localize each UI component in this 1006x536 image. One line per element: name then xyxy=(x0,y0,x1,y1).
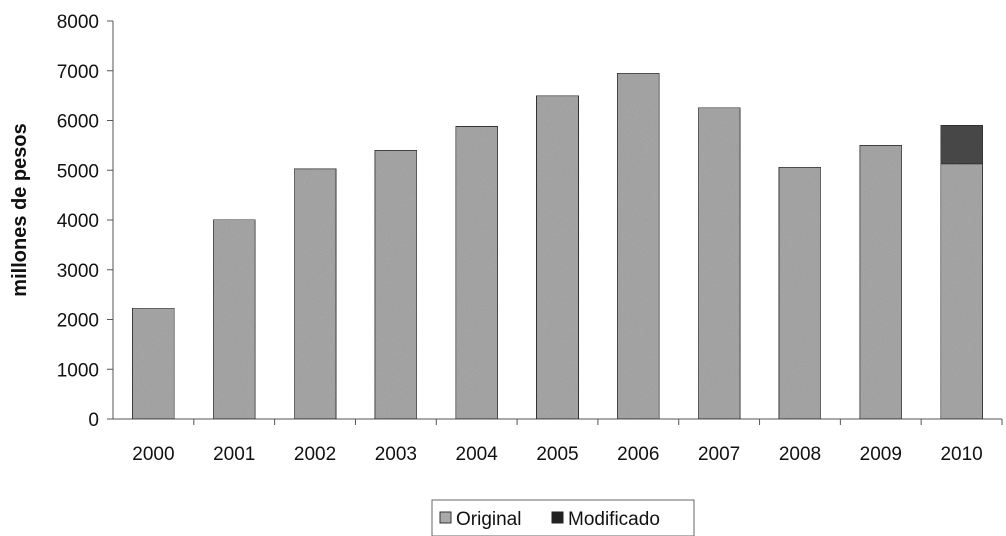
bar-original-2005 xyxy=(535,95,580,420)
legend-label-modificado: Modificado xyxy=(568,509,660,530)
bar-original-2000 xyxy=(131,307,175,420)
y-tick-label: 0 xyxy=(88,410,99,431)
y-tick-label: 6000 xyxy=(57,112,99,133)
legend-swatch-original xyxy=(439,511,452,524)
bar-original-2009 xyxy=(859,144,903,420)
y-tick-label: 4000 xyxy=(57,211,99,232)
bar-original-2003 xyxy=(374,149,418,420)
bar-modificado-2010 xyxy=(940,124,984,165)
y-tick-label: 7000 xyxy=(57,62,99,83)
x-tick-label: 2008 xyxy=(779,444,821,465)
bar-original-2007 xyxy=(697,107,741,420)
x-axis: 2000 2001 2002 2003 2004 2005 2006 2007 2008 2009… xyxy=(113,418,1003,465)
y-tick-label: 3000 xyxy=(57,261,99,282)
x-tick-label: 2000 xyxy=(132,444,174,465)
y-tick-label: 1000 xyxy=(57,360,99,381)
x-tick-label: 2004 xyxy=(456,444,499,465)
bar-original-2008 xyxy=(778,166,822,420)
y-tick-label: 5000 xyxy=(57,161,99,182)
bar-original-2010 xyxy=(940,163,984,420)
x-tick-label: 2002 xyxy=(294,444,336,465)
bars xyxy=(131,72,984,420)
x-tick-label: 2003 xyxy=(375,444,417,465)
legend-swatch-modificado xyxy=(551,511,564,524)
x-tick-label: 2010 xyxy=(940,444,982,465)
x-tick-label: 2006 xyxy=(617,444,659,465)
bar-original-2006 xyxy=(616,72,660,420)
bar-original-2002 xyxy=(293,168,337,420)
y-tick-label: 2000 xyxy=(57,311,99,332)
x-tick-label: 2007 xyxy=(698,444,740,465)
legend: Original Modificado xyxy=(431,499,695,536)
y-tick-label: 8000 xyxy=(57,12,99,33)
x-tick-label: 2009 xyxy=(860,444,902,465)
y-axis-title: millones de pesos xyxy=(9,123,31,296)
bar-original-2001 xyxy=(212,219,256,420)
legend-label-original: Original xyxy=(456,509,521,530)
x-tick-label: 2001 xyxy=(213,444,255,465)
x-tick-label: 2005 xyxy=(536,444,578,465)
bar-original-2004 xyxy=(455,125,499,420)
y-axis: 0 1000 2000 3000 4000 5000 6000 7000 8000 xyxy=(57,12,114,431)
